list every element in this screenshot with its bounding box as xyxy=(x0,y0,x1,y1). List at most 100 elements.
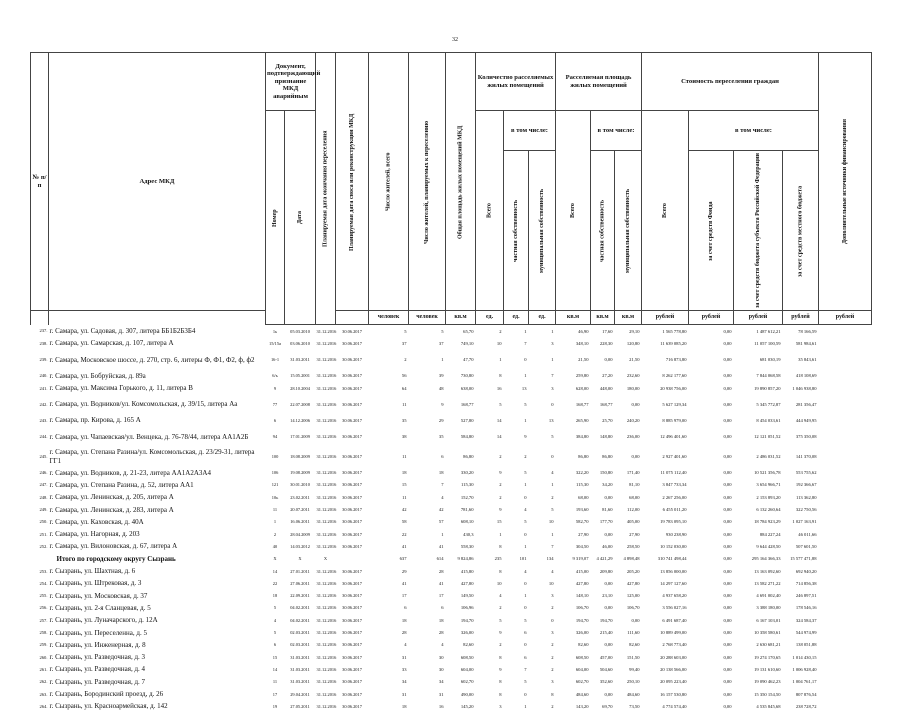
units-municipal: 7 xyxy=(551,543,554,549)
units-private: 0 xyxy=(524,494,527,500)
unit-blank xyxy=(48,310,266,325)
doc-date: 17.01.2009 xyxy=(290,434,310,440)
area-private: 46,00 xyxy=(602,543,613,549)
additional-funding xyxy=(819,602,872,614)
plan-end-date: 31.12.2016 xyxy=(316,507,337,513)
doc-date: 14.12.2006 xyxy=(290,417,310,423)
cost-subject-budget: 6 132 260,64 xyxy=(756,507,781,513)
area-total: 322,20 xyxy=(575,470,589,476)
cost-local-budget: 281 356,47 xyxy=(795,401,817,407)
doc-number: 15/15а xyxy=(269,340,281,346)
address: Итого по городскому округу Сызрань xyxy=(56,554,176,563)
cost-local-budget: 1 046 938,80 xyxy=(792,385,817,391)
area-municipal: 99,40 xyxy=(629,666,640,672)
area-total: 582,70 xyxy=(575,519,589,525)
area-municipal: 258,50 xyxy=(626,543,640,549)
cost-fund: 0,00 xyxy=(723,373,732,379)
additional-funding xyxy=(819,688,872,700)
total-area: 430,3 xyxy=(463,531,474,537)
cost-fund: 0,00 xyxy=(723,642,732,648)
cost-total: 310 741 498,44 xyxy=(657,556,687,562)
cost-total: 6 455 011,20 xyxy=(662,507,687,513)
doc-number: 6 xyxy=(273,417,277,423)
doc-number: 14 xyxy=(272,568,278,574)
residents-total: 31 xyxy=(401,691,407,697)
area-total: 27,90 xyxy=(578,531,589,537)
units-total: 10 xyxy=(496,340,502,346)
cost-subject-budget: 884 227,24 xyxy=(759,531,781,537)
residents-total: 5 xyxy=(404,328,407,334)
total-area: 608,50 xyxy=(460,654,474,660)
area-total: 82,60 xyxy=(578,642,589,648)
area-private: 457,00 xyxy=(599,654,613,660)
col-fund: за счет средств Фонда xyxy=(688,150,734,311)
col-area-group: Расселяемая площадь жилых помещений xyxy=(555,52,643,111)
cost-local-budget: 1 004 761,17 xyxy=(792,679,817,685)
cost-local-budget: 714 856,38 xyxy=(795,580,817,586)
residents-planned: 35 xyxy=(438,434,444,440)
unit-label: рублей xyxy=(818,310,873,326)
col-area-private: частная собственность xyxy=(590,150,615,311)
plan-end-date: 31.12.2016 xyxy=(316,666,337,672)
additional-funding xyxy=(819,553,872,565)
unit-label: ед. xyxy=(503,310,530,326)
units-municipal: 3 xyxy=(551,385,554,391)
table-row: 252. г. Самара, ул. Вилоновская, д. 67, л… xyxy=(31,540,872,552)
row-number: 239. xyxy=(39,357,48,363)
cost-total: 716 873,80 xyxy=(665,357,687,363)
residents-total: 34 xyxy=(401,679,407,685)
cost-total: 2 927 401,60 xyxy=(662,454,687,460)
doc-number: 4 xyxy=(273,617,277,623)
units-total: 1 xyxy=(499,357,502,363)
total-area: 749,10 xyxy=(460,340,474,346)
cost-local-budget: 418 108,69 xyxy=(795,373,817,379)
area-total: 115,30 xyxy=(576,482,589,488)
address: г. Сызрань, ул. Инженерная, д. 8 xyxy=(49,640,146,649)
units-total: 16 xyxy=(496,385,502,391)
table-row: 253. г. Сызрань, ул. Шахтная, д. 6 14 27.01… xyxy=(31,565,872,577)
area-municipal: 0,00 xyxy=(631,401,640,407)
area-municipal: 4 898,48 xyxy=(623,556,640,562)
cost-fund: 0,00 xyxy=(723,531,732,537)
cost-local-budget: 1 027 163,91 xyxy=(792,519,817,525)
area-total: 143,20 xyxy=(575,703,589,709)
area-private: 504,60 xyxy=(599,666,613,672)
doc-number: 18 xyxy=(272,593,278,599)
doc-number: X xyxy=(273,556,277,562)
plan-demolition-date: 30.06.2017 xyxy=(342,373,362,379)
address: г. Сызрань, ул. 2-я Сланцевая, д. 5 xyxy=(49,603,151,612)
units-total: 9 xyxy=(499,666,502,672)
col-address: Адрес МКД xyxy=(48,51,266,312)
residents-total: 56 xyxy=(401,373,407,379)
cost-subject-budget: 13 582 271,22 xyxy=(754,580,781,586)
row-number: 246. xyxy=(39,470,48,476)
cost-total: 1 565 778,80 xyxy=(662,328,687,334)
col-residents-total: Число жителей, всего xyxy=(368,52,409,311)
address: г. Самара, ул. Садовая, д. 307, литера Б… xyxy=(49,326,196,335)
area-private: 215,40 xyxy=(599,630,613,636)
residents-total: 22 xyxy=(401,531,407,537)
table-row: 263. г. Сызрань, Бородинский проезд, д. 2… xyxy=(31,688,872,700)
row-number: 261. xyxy=(39,666,48,672)
row-number: 238. xyxy=(39,340,48,346)
units-private: 0 xyxy=(524,357,527,363)
plan-end-date: 31.12.2016 xyxy=(316,543,337,549)
cost-subject-budget: 13 163 092,60 xyxy=(754,568,781,574)
cost-local-budget: 553 755,62 xyxy=(795,470,817,476)
residents-planned: 41 xyxy=(438,543,444,549)
total-area: 326,00 xyxy=(460,630,474,636)
units-private: 4 xyxy=(524,568,527,574)
area-municipal: 171,40 xyxy=(626,470,640,476)
area-total: 326,00 xyxy=(575,630,589,636)
units-total: 9 xyxy=(499,630,502,636)
residents-planned: 34 xyxy=(438,679,444,685)
residents-planned: 1 xyxy=(441,357,444,363)
col-plan-end: Планируемая дата окончания переселения xyxy=(315,52,336,325)
total-area: 330,20 xyxy=(460,470,474,476)
col-area-total: Всего xyxy=(555,110,591,311)
plan-demolition-date: 30.06.2017 xyxy=(342,654,362,660)
area-municipal: 120,80 xyxy=(626,340,640,346)
units-total: 14 xyxy=(496,417,502,423)
area-total: 304,50 xyxy=(575,543,589,549)
row-number: 250. xyxy=(39,519,48,525)
